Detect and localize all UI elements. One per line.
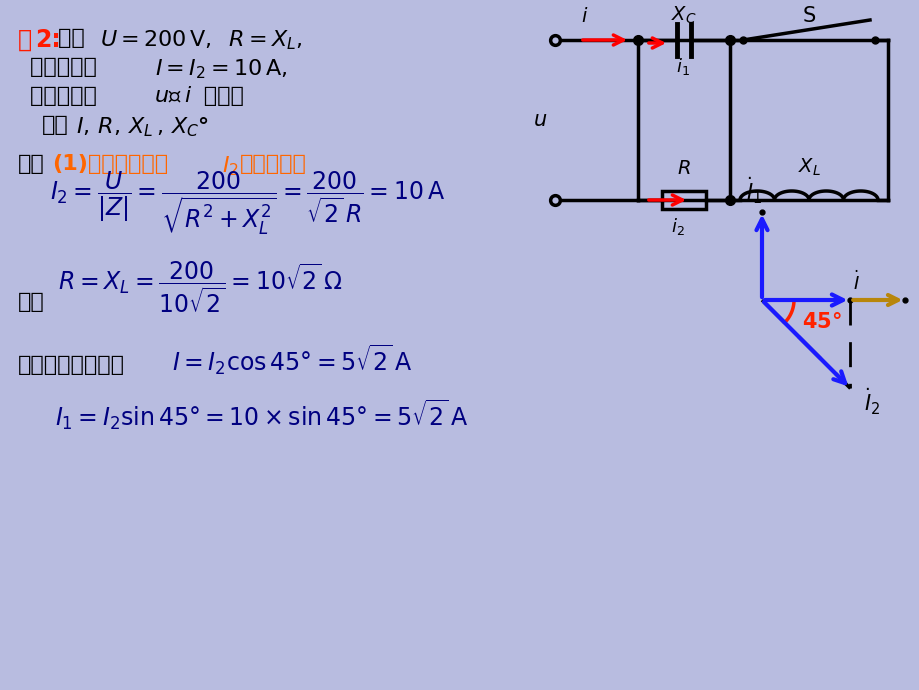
Text: $\dot{I}_2$: $\dot{I}_2$	[864, 386, 879, 417]
Text: 2:: 2:	[35, 28, 61, 52]
Text: 解：: 解：	[18, 154, 45, 174]
Text: $R$: $R$	[676, 159, 690, 178]
Text: $R = X_{L} = \dfrac{200}{10\sqrt{2}} = 10\sqrt{2}\,\Omega$: $R = X_{L} = \dfrac{200}{10\sqrt{2}} = 1…	[58, 259, 343, 315]
Text: $I_{1} = I_{2}\sin 45° = 10\times\sin 45° = 5\sqrt{2}\,\mathrm{A}$: $I_{1} = I_{2}\sin 45° = 10\times\sin 45…	[55, 397, 468, 433]
Text: $\dot{I}$: $\dot{I}$	[853, 270, 859, 294]
Text: 由相量图可求得：: 由相量图可求得：	[18, 355, 125, 375]
Text: 求：: 求：	[42, 115, 69, 135]
Text: $i_1$: $i_1$	[675, 56, 689, 77]
Text: $\dot{I}_1$: $\dot{I}_1$	[745, 175, 761, 206]
Text: $i$: $i$	[581, 7, 588, 26]
Text: $I,\,R,\,X_{L}\,,\,X_{C}$°: $I,\,R,\,X_{L}\,,\,X_{C}$°	[76, 115, 209, 139]
Text: $I_{2}$: $I_{2}$	[221, 154, 239, 177]
Text: 已知: 已知	[58, 28, 93, 48]
Text: $I_{2} = \dfrac{U}{|Z|} = \dfrac{200}{\sqrt{R^{2}+X_{L}^{2}}} = \dfrac{200}{\sqr: $I_{2} = \dfrac{U}{|Z|} = \dfrac{200}{\s…	[50, 169, 445, 237]
Text: $X_C$: $X_C$	[671, 5, 696, 26]
Text: $I = I_{2} = 10\,\mathrm{A},$: $I = I_{2} = 10\,\mathrm{A},$	[154, 57, 287, 81]
Text: 开关闭合前: 开关闭合前	[30, 57, 105, 77]
Text: 所以: 所以	[18, 292, 45, 312]
Text: $u$: $u$	[532, 110, 547, 130]
Text: $U = 200\,\mathrm{V},\;\;R = X_{L},$: $U = 200\,\mathrm{V},\;\;R = X_{L},$	[100, 28, 302, 52]
Text: $\mathrm{S}$: $\mathrm{S}$	[801, 6, 815, 26]
Text: $I = I_{2}\cos 45° = 5\sqrt{2}\,\mathrm{A}$: $I = I_{2}\cos 45° = 5\sqrt{2}\,\mathrm{…	[172, 343, 412, 377]
Text: $u$，: $u$，	[153, 86, 181, 106]
Text: $i_2$: $i_2$	[670, 216, 684, 237]
Text: 的值不变。: 的值不变。	[240, 154, 307, 174]
Text: 同相。: 同相。	[196, 86, 244, 106]
Text: $i$: $i$	[184, 86, 192, 106]
Text: 例: 例	[18, 28, 32, 52]
Text: 开关闭合后: 开关闭合后	[30, 86, 105, 106]
Text: (1)开关闭合前后: (1)开关闭合前后	[52, 154, 168, 174]
Text: $\mathbf{45°}$: $\mathbf{45°}$	[801, 312, 841, 332]
Text: $\dot{U}$: $\dot{U}$	[916, 286, 919, 310]
Bar	[662, 191, 705, 209]
Text: $X_L$: $X_L$	[797, 157, 820, 178]
